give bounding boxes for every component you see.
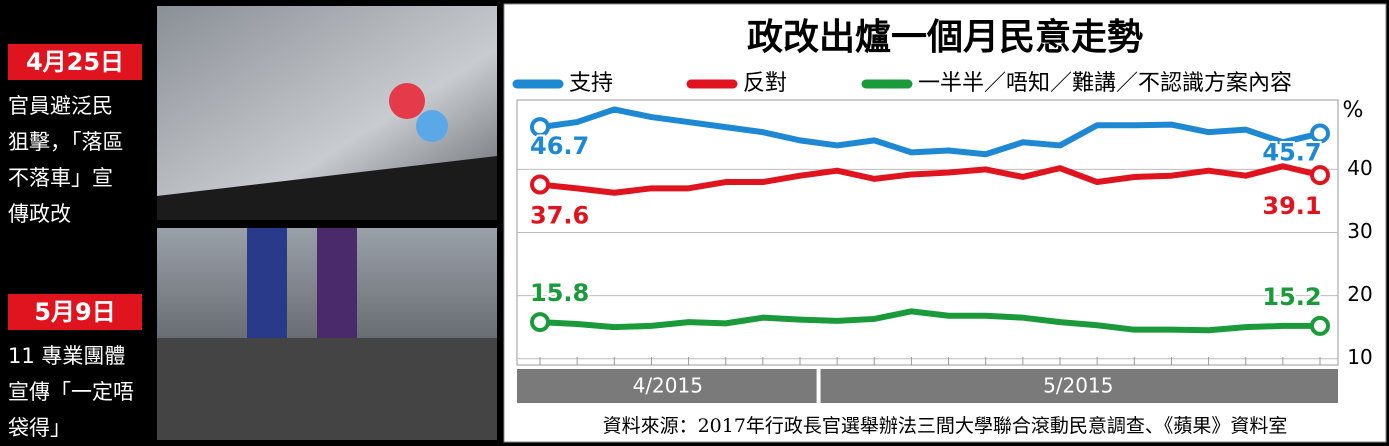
legend-label: 一半半／唔知／難講／不認識方案內容 — [918, 71, 1292, 96]
end-point — [1310, 123, 1330, 144]
end-point — [530, 174, 550, 195]
story-caption: 11 專業團體 宣傳「一定唔 袋得」 — [8, 338, 150, 446]
story-caption: 官員避泛民 狙擊，「落區 不落車」宣 傳政改 — [8, 88, 150, 232]
photo — [157, 228, 497, 440]
caption-line: 傳政改 — [8, 202, 71, 226]
caption-line: 宣傳「一定唔 — [8, 380, 134, 404]
period-bar — [820, 369, 1338, 403]
story-date: 4月25日 — [8, 44, 142, 80]
y-tick-label: 20 — [1347, 282, 1372, 306]
caption-line: 11 專業團體 — [8, 344, 126, 368]
chart-title: 政改出爐一個月民意走勢 — [747, 17, 1143, 58]
y-tick-label: 30 — [1347, 219, 1372, 243]
y-unit: % — [1343, 98, 1364, 123]
data-label: 15.2 — [1262, 283, 1321, 311]
photo — [157, 6, 497, 220]
end-point — [530, 117, 550, 138]
chart: 政改出爐一個月民意走勢 % 資料來源：2017年行政長官選舉辦法三間大學聯合滾動… — [503, 3, 1387, 443]
end-point — [1310, 165, 1330, 186]
period-label: 5/2015 — [1043, 374, 1113, 398]
end-point — [530, 312, 550, 333]
data-label: 45.7 — [1262, 138, 1321, 166]
legend-label: 支持 — [569, 71, 613, 96]
series-line — [539, 163, 1321, 196]
period-bar — [517, 369, 817, 403]
data-label: 37.6 — [530, 202, 589, 230]
story-panel: 4月25日 官員避泛民 狙擊，「落區 不落車」宣 傳政改 5月9日 11 專業團… — [0, 0, 155, 446]
caption-line: 不落車」宣 — [8, 166, 113, 190]
period-label: 4/2015 — [633, 374, 703, 398]
end-point — [1310, 315, 1330, 336]
legend-label: 反對 — [743, 71, 787, 96]
caption-line: 袋得」 — [8, 416, 71, 440]
story-date: 5月9日 — [8, 294, 142, 330]
data-label: 46.7 — [530, 132, 589, 160]
data-label: 15.8 — [530, 279, 589, 307]
data-label: 39.1 — [1262, 192, 1321, 220]
caption-line: 狙擊，「落區 — [8, 130, 124, 154]
y-tick-label: 10 — [1347, 345, 1372, 369]
caption-line: 官員避泛民 — [8, 94, 113, 118]
source: 資料來源：2017年行政長官選舉辦法三間大學聯合滾動民意調查、《蘋果》資料室 — [603, 415, 1288, 437]
series-line — [539, 106, 1321, 158]
y-tick-label: 40 — [1347, 156, 1372, 180]
series-line — [539, 308, 1320, 334]
